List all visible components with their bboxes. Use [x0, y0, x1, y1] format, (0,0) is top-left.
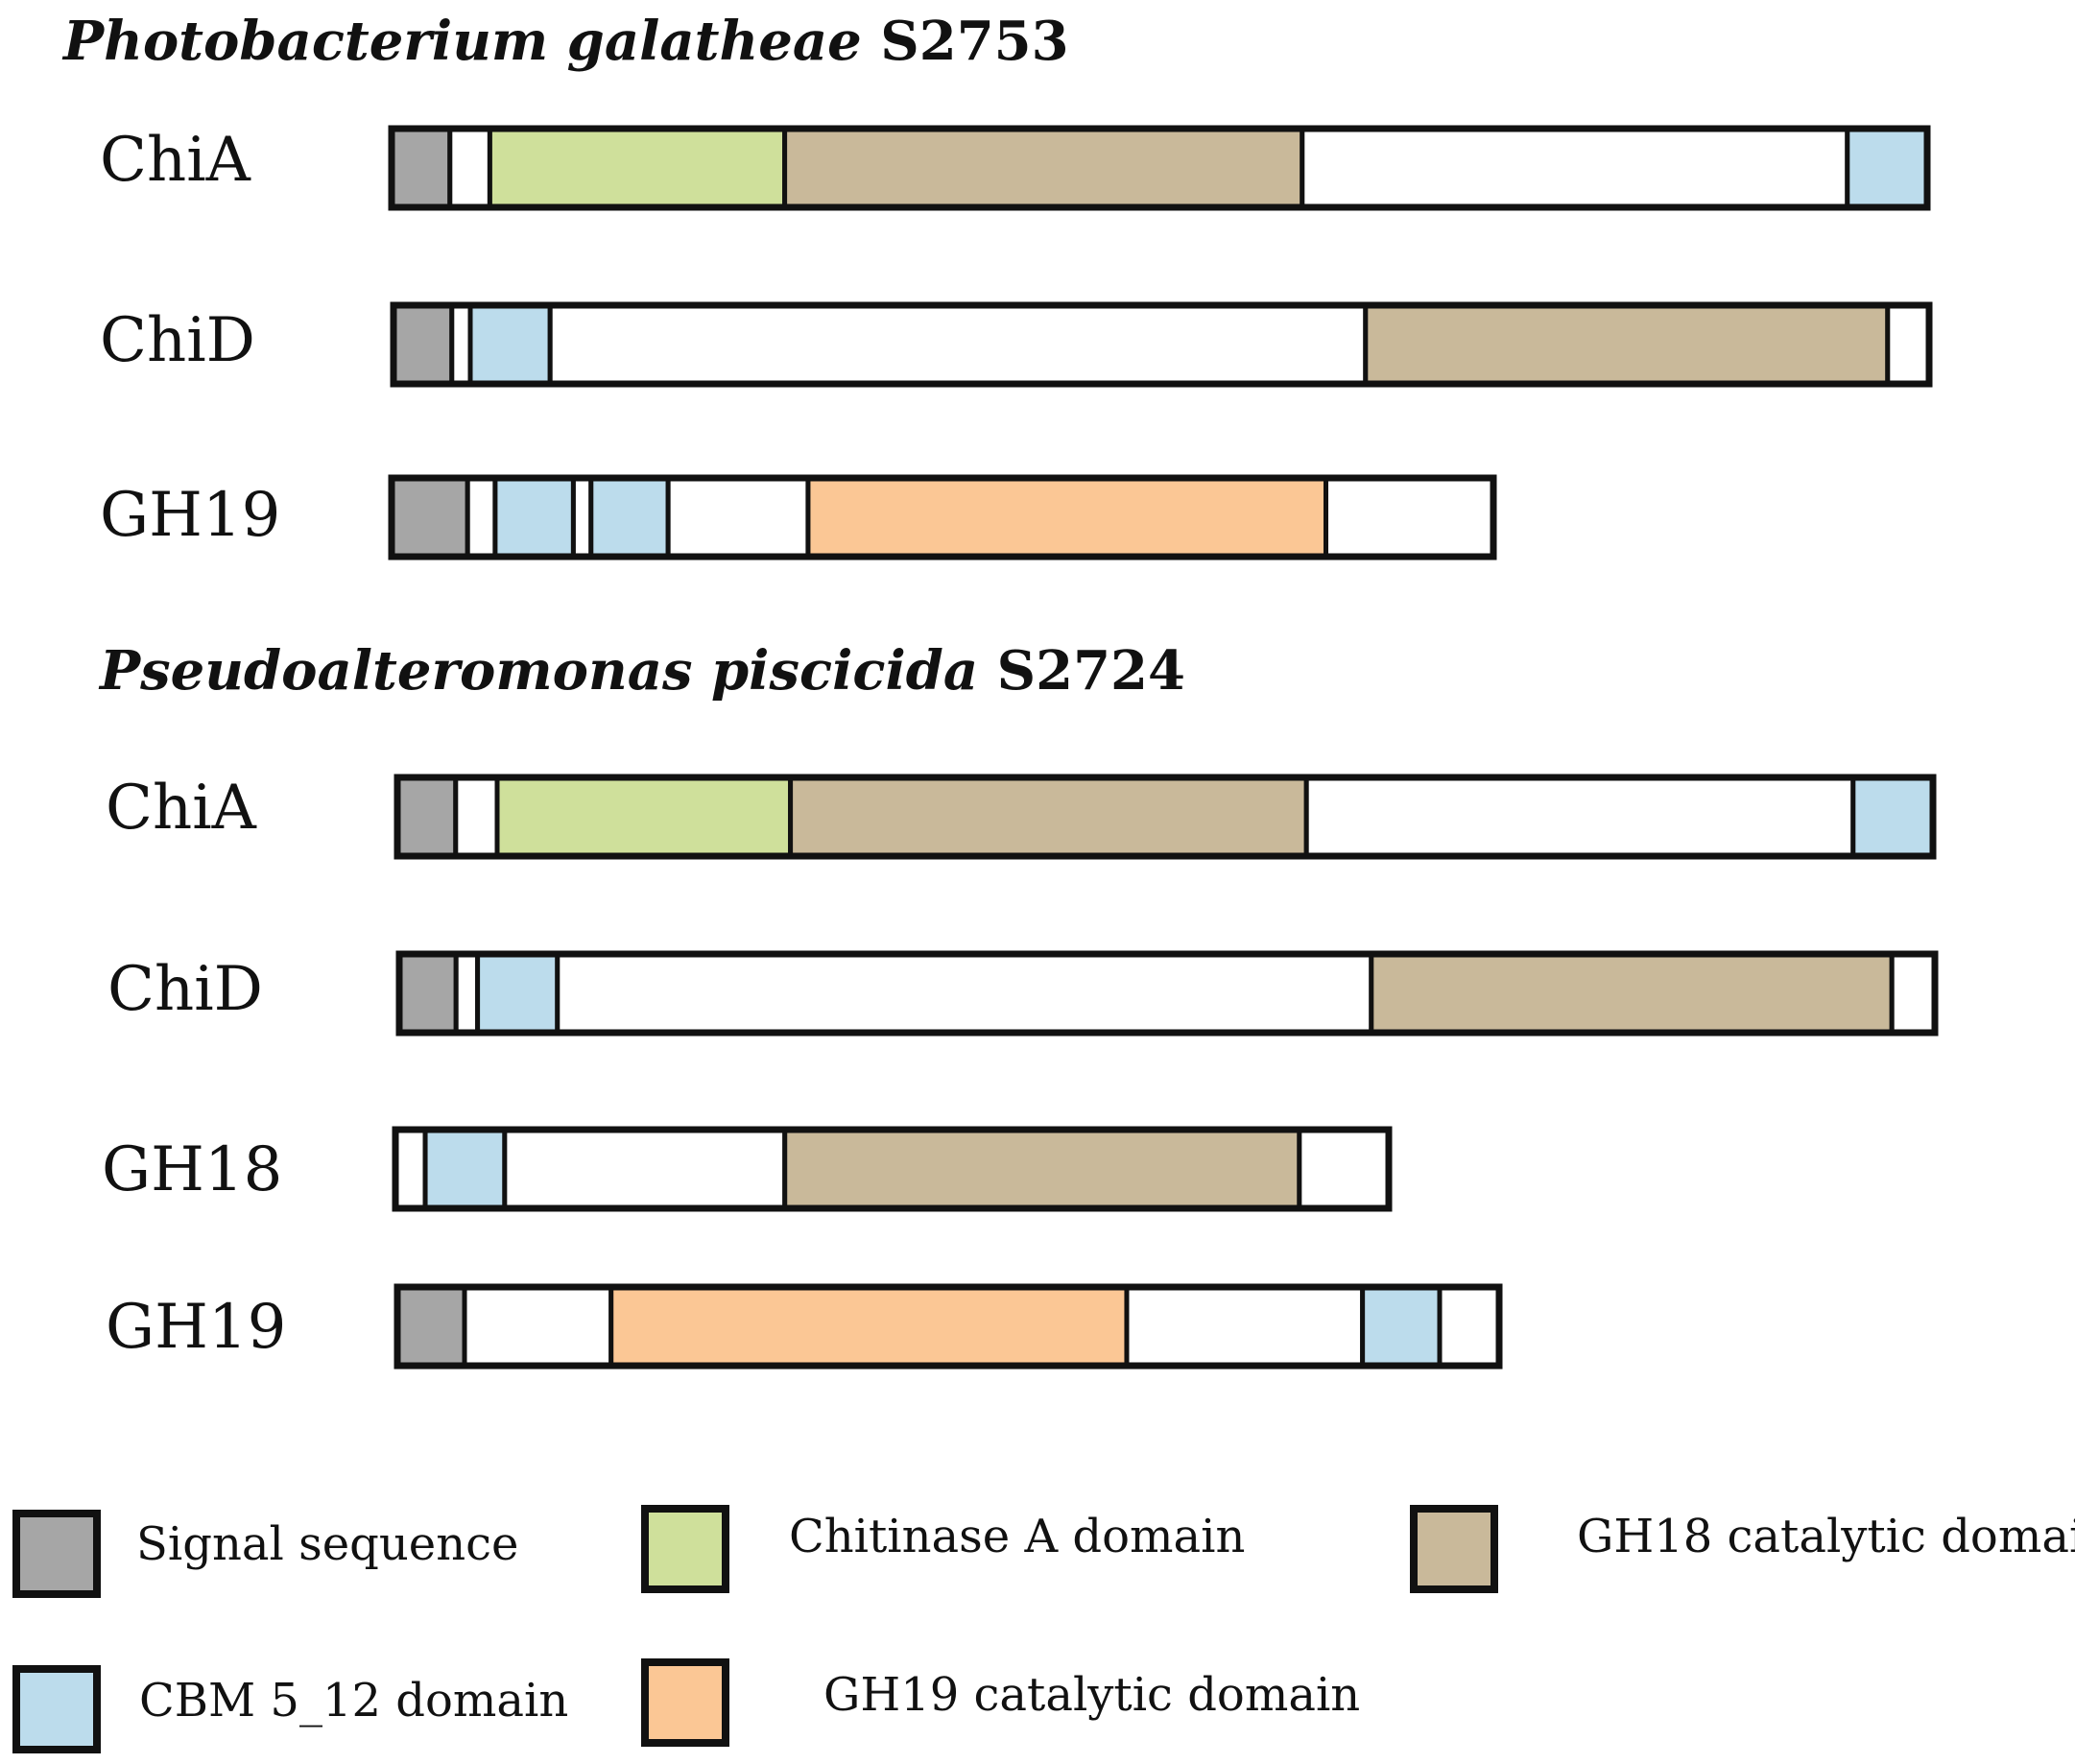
segment-linker-gh19-2-3 — [1124, 1284, 1366, 1369]
segment-linker-chid-1-5 — [1885, 302, 1932, 387]
segment-linker-gh18-2-4 — [1297, 1127, 1392, 1211]
segment-cbm-gh19-1-4 — [588, 475, 671, 560]
segment-gh18-chid-1-4 — [1363, 302, 1891, 387]
protein-bar-gh19-1 — [388, 474, 1497, 560]
legend-swatch-gh18 — [1410, 1505, 1498, 1593]
segment-cbm-chia-1-5 — [1845, 126, 1930, 210]
segment-cbm-chid-1-2 — [467, 302, 553, 387]
segment-linker-chid-1-1 — [449, 302, 473, 387]
segment-linker-gh19-2-1 — [462, 1284, 614, 1369]
legend-label-gh19: GH19 catalytic domain — [823, 1668, 1360, 1722]
protein-bar-chia-1 — [388, 125, 1931, 211]
protein-bar-outline-chid-2 — [395, 950, 1939, 1037]
segment-linker-chid-1-3 — [547, 302, 1369, 387]
segment-linker-chid-2-1 — [453, 951, 481, 1036]
segment-linker-gh18-2-0 — [393, 1127, 428, 1211]
protein-bar-outline-chia-2 — [394, 774, 1937, 860]
segment-signal-chia-1-0 — [389, 126, 453, 210]
segment-linker-gh19-2-5 — [1437, 1284, 1502, 1369]
legend-swatch-signal — [12, 1510, 101, 1598]
legend: Signal sequence Chitinase A domain GH18 … — [12, 1505, 2075, 1753]
segment-gh18-chia-1-3 — [782, 126, 1305, 210]
segment-signal-gh19-1-0 — [389, 475, 470, 560]
segment-linker-chia-1-1 — [447, 126, 492, 210]
segment-signal-chid-1-0 — [391, 302, 455, 387]
segment-linker-chia-1-4 — [1300, 126, 1850, 210]
segment-gh18-gh18-2-3 — [782, 1127, 1302, 1211]
segment-linker-gh18-2-2 — [502, 1127, 788, 1211]
segment-chitinase-a-chia-2-2 — [494, 775, 794, 859]
protein-bar-gh18-2 — [392, 1126, 1393, 1212]
legend-label-gh18: GH18 catalytic domain — [1577, 1510, 2075, 1563]
legend-swatch-chitinase-a — [641, 1505, 729, 1593]
protein-bar-outline-gh18-2 — [392, 1126, 1393, 1212]
segment-linker-gh19-1-5 — [665, 475, 811, 560]
segment-signal-gh19-2-0 — [394, 1284, 467, 1369]
segment-cbm-gh18-2-1 — [422, 1127, 508, 1211]
segment-linker-chid-2-3 — [555, 951, 1374, 1036]
protein-label-chid-1: ChiD — [100, 305, 255, 376]
segment-linker-chia-2-4 — [1303, 775, 1856, 859]
segment-signal-chid-2-0 — [396, 951, 459, 1036]
segment-linker-gh19-1-1 — [465, 475, 498, 560]
segment-linker-chia-2-1 — [453, 775, 500, 859]
legend-label-chitinase-a: Chitinase A domain — [789, 1510, 1245, 1563]
protein-label-chia-1: ChiA — [100, 125, 251, 196]
protein-label-chia-2: ChiA — [106, 773, 257, 844]
segment-cbm-gh19-1-2 — [492, 475, 576, 560]
protein-bar-chid-1 — [390, 301, 1933, 388]
protein-bar-outline-gh19-1 — [388, 474, 1497, 560]
protein-bar-outline-chid-1 — [390, 301, 1933, 388]
segment-linker-gh19-1-7 — [1324, 475, 1496, 560]
segment-gh18-chia-2-3 — [788, 775, 1309, 859]
segment-cbm-chid-2-2 — [475, 951, 560, 1036]
protein-label-chid-2: ChiD — [107, 954, 263, 1025]
protein-label-gh19-2: GH19 — [106, 1292, 286, 1363]
legend-label-cbm: CBM 5_12 domain — [139, 1674, 568, 1728]
protein-bar-chid-2 — [395, 950, 1939, 1037]
segment-linker-gh19-1-3 — [570, 475, 594, 560]
segment-gh18-chid-2-4 — [1369, 951, 1895, 1036]
segment-chitinase-a-chia-1-2 — [487, 126, 788, 210]
protein-bar-gh19-2 — [394, 1283, 1503, 1370]
segment-signal-chia-2-0 — [394, 775, 459, 859]
segment-cbm-gh19-2-4 — [1360, 1284, 1443, 1369]
segment-linker-chid-2-5 — [1889, 951, 1938, 1036]
segment-cbm-chia-2-5 — [1850, 775, 1936, 859]
species-title-1: Photobacterium galatheae S2753 — [61, 10, 1069, 73]
legend-swatch-cbm — [12, 1665, 101, 1753]
protein-bar-outline-chia-1 — [388, 125, 1931, 211]
protein-bar-chia-2 — [394, 774, 1937, 860]
species-title-2: Pseudoalteromonas piscicida S2724 — [98, 639, 1185, 703]
legend-label-signal: Signal sequence — [136, 1517, 518, 1571]
protein-label-gh19-1: GH19 — [100, 480, 280, 551]
legend-swatch-gh19 — [641, 1658, 729, 1747]
segment-gh19-gh19-2-2 — [608, 1284, 1130, 1369]
protein-label-gh18-2: GH18 — [102, 1134, 282, 1205]
segment-gh19-gh19-1-6 — [805, 475, 1329, 560]
protein-bar-outline-gh19-2 — [394, 1283, 1503, 1370]
